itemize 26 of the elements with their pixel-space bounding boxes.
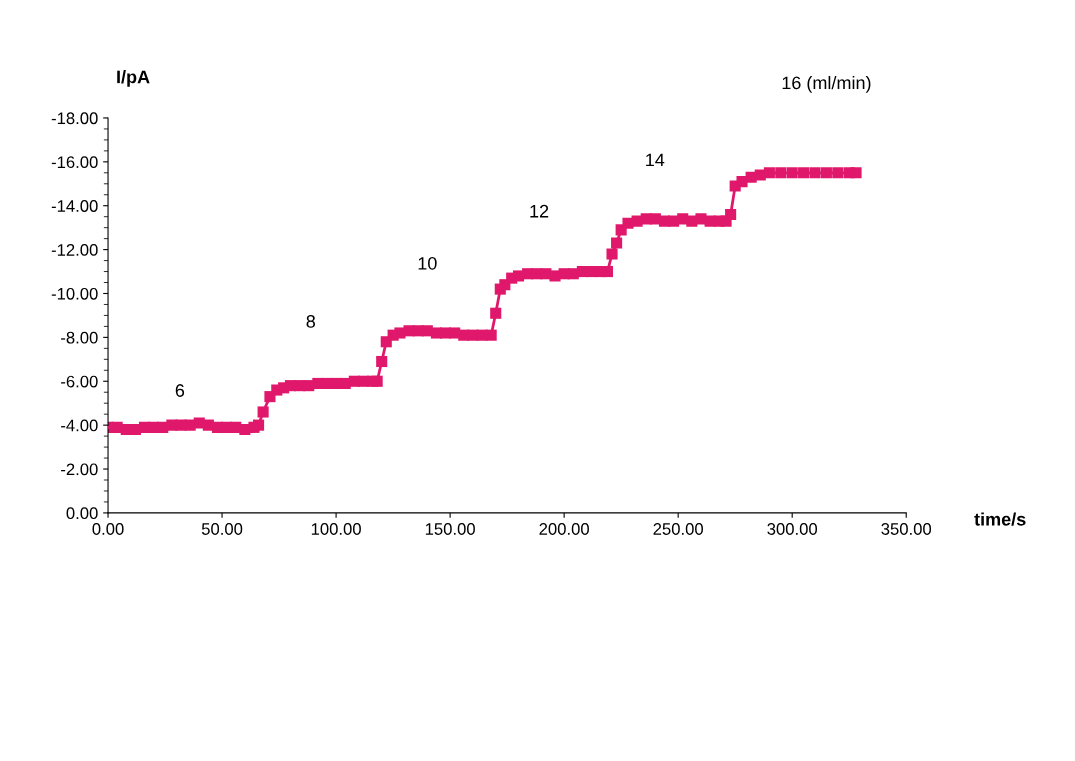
x-tick-label: 350.00 — [881, 523, 932, 535]
text: 16 (ml/min) — [782, 75, 871, 93]
x-tick-label: 200.00 — [539, 523, 589, 535]
y-tick-label: -2.00 — [61, 463, 98, 476]
x-tick-label: 0.00 — [92, 523, 124, 535]
y-tick-label: -6.00 — [61, 375, 98, 388]
x-tick-label: 50.00 — [201, 523, 243, 535]
annotation: 6 — [175, 384, 185, 397]
annotation: 12 — [530, 204, 549, 218]
y-tick-label: -4.00 — [61, 419, 98, 432]
y-tick-label: -8.00 — [61, 331, 98, 344]
x-tick-label: 100.00 — [311, 523, 361, 535]
y-axis-title: I/pA — [117, 70, 150, 87]
x-tick-label: 300.00 — [767, 523, 818, 535]
annotation: 14 — [646, 153, 665, 167]
annotation: 10 — [418, 256, 437, 270]
y-tick-label: -12.00 — [51, 244, 98, 256]
x-tick-label: 250.00 — [653, 523, 704, 535]
x-tick-label: 150.00 — [425, 523, 475, 535]
x-axis-title: time/s — [974, 512, 1026, 526]
y-tick-label: -18.00 — [51, 112, 98, 125]
y-tick-label: -14.00 — [51, 200, 98, 212]
annotation: 8 — [306, 315, 316, 328]
y-tick-label: -10.00 — [51, 287, 98, 300]
y-tick-label: 0.00 — [66, 507, 98, 520]
y-tick-label: -16.00 — [51, 156, 98, 169]
